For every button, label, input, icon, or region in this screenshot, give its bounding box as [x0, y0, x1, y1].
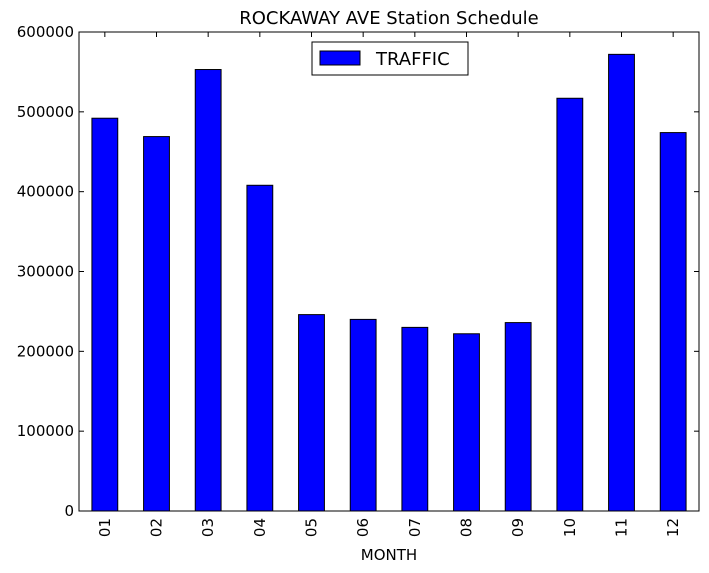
- bar-01: [91, 117, 119, 512]
- bar-series-traffic: [91, 53, 687, 512]
- legend-box: [311, 41, 469, 76]
- y-tick-label: 300000: [17, 263, 74, 281]
- legend: TRAFFIC: [311, 41, 469, 76]
- y-tick-label: 100000: [17, 422, 74, 440]
- bar-05: [298, 314, 325, 512]
- plot-frame: [78, 31, 700, 512]
- x-tick-label: 12: [664, 518, 682, 537]
- x-tick-label: 08: [458, 518, 476, 537]
- legend-swatch-traffic: [319, 50, 361, 66]
- bar-09: [504, 322, 532, 512]
- x-tick-label: 05: [303, 518, 321, 537]
- x-axis-title: MONTH: [361, 546, 417, 564]
- bar-08: [453, 333, 480, 512]
- x-tick-label: 07: [406, 518, 424, 537]
- legend-label-traffic: TRAFFIC: [375, 49, 450, 70]
- x-tick-label: 03: [199, 518, 217, 537]
- y-tick-label: 200000: [17, 342, 74, 360]
- x-axis: 01 02 03 04 05 06 07 08 09 10 11 12: [96, 32, 682, 537]
- bar-04: [246, 184, 274, 512]
- y-axis: 0 100000 200000 300000 400000 500000 600000: [17, 23, 699, 520]
- x-tick-label: 04: [251, 518, 269, 537]
- bar-06: [349, 318, 377, 512]
- bar-07: [401, 326, 429, 512]
- x-tick-label: 11: [613, 518, 631, 537]
- x-tick-label: 06: [354, 518, 372, 537]
- x-tick-label: 10: [561, 518, 579, 537]
- y-tick-label: 600000: [17, 23, 74, 41]
- y-tick-label: 0: [64, 502, 74, 520]
- chart-title: ROCKAWAY AVE Station Schedule: [239, 8, 539, 29]
- y-tick-label: 500000: [17, 103, 74, 121]
- x-tick-label: 02: [148, 518, 166, 537]
- x-tick-label: 09: [509, 518, 527, 537]
- bar-03: [194, 69, 222, 512]
- bar-10: [556, 97, 584, 512]
- bar-12: [659, 132, 687, 512]
- x-tick-label: 01: [96, 518, 114, 537]
- bar-02: [143, 136, 170, 512]
- y-tick-label: 400000: [17, 183, 74, 201]
- bar-11: [608, 53, 635, 512]
